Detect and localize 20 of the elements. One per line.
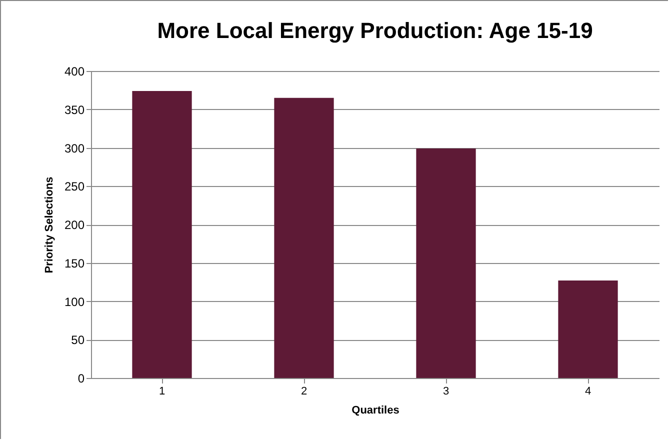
bar	[132, 90, 192, 378]
y-axis-title: Priority Selections	[43, 176, 56, 274]
x-tick-label: 1	[158, 386, 166, 398]
chart-title: More Local Energy Production: Age 15-19	[157, 18, 593, 43]
x-tick-label: 3	[442, 386, 450, 398]
y-tick-label: 300	[64, 141, 85, 156]
bar	[416, 148, 476, 378]
x-tick-label: 2	[300, 386, 308, 398]
bar	[558, 280, 618, 378]
y-tick-label: 350	[64, 102, 85, 117]
y-tick-label: 200	[64, 218, 85, 232]
bar	[274, 98, 334, 378]
y-tick-label: 50	[71, 333, 85, 348]
x-axis-title: Quartiles	[352, 404, 400, 416]
y-tick-label: 100	[64, 294, 85, 309]
x-tick-label: 4	[584, 386, 592, 398]
y-tick-label: 150	[64, 256, 85, 270]
y-tick-label: 0	[78, 372, 85, 386]
y-tick-label: 250	[64, 180, 85, 194]
y-tick-label: 400	[64, 64, 85, 78]
